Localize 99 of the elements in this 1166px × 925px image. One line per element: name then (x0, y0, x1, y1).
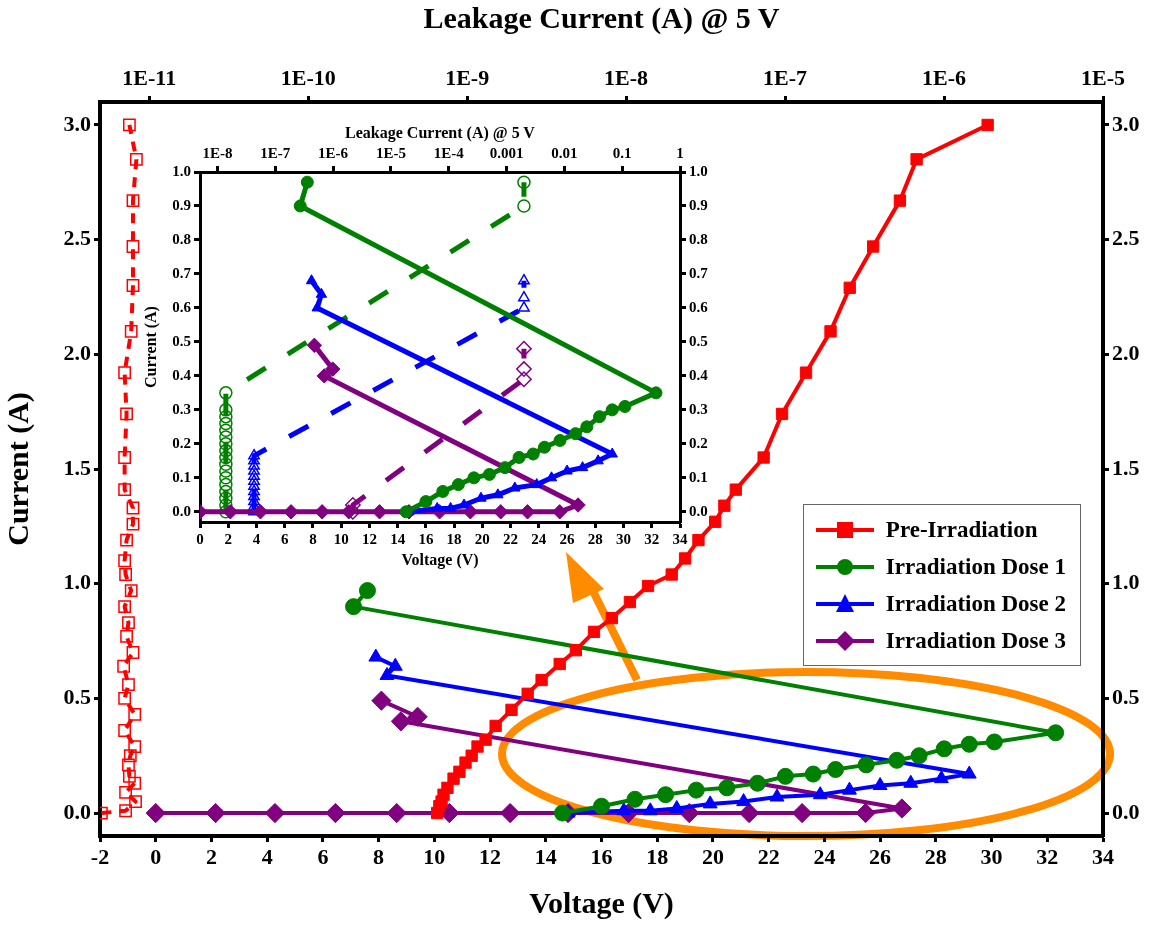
x-tick-label: 0 (150, 843, 162, 869)
x2-tick-label: 1E-5 (1081, 65, 1125, 91)
y2-tick-label: 0.9 (689, 196, 708, 213)
x-tick-label: 4 (261, 843, 273, 869)
x2-tick-label: 1E-11 (122, 65, 177, 91)
x-tick-label: 20 (701, 843, 724, 869)
x-tick-label: 14 (534, 843, 557, 869)
x-tick-label: 22 (503, 530, 519, 547)
y-tick-label: 0.1 (172, 468, 191, 485)
x2-tick-label: 1E-9 (445, 65, 490, 91)
y2-tick-label: 2.5 (1112, 225, 1140, 251)
x-tick-label: 34 (672, 530, 688, 547)
x2-tick-label: 1E-7 (260, 144, 291, 161)
y-tick-label: 0.9 (172, 196, 191, 213)
x-tick-label: 16 (418, 530, 434, 547)
x2-tick-label: 1E-7 (763, 65, 808, 91)
x-tick-label: 2 (224, 530, 232, 547)
y2-tick-label: 0.5 (689, 332, 708, 349)
y-tick-label: 0.4 (172, 366, 192, 383)
x2-tick-label: 1E-8 (604, 65, 649, 91)
y2-tick-label: 2.0 (1112, 340, 1140, 365)
y-tick-label: 1.0 (172, 162, 191, 179)
x-tick-label: 26 (869, 843, 892, 869)
x2-tick-label: 0.01 (551, 144, 578, 161)
y-tick-label: 0.8 (172, 230, 191, 247)
legend-label: Pre-Irradiation (885, 516, 1038, 543)
y-axis-title: Current (A) (0, 392, 35, 546)
x-axis-title: Voltage (V) (401, 550, 479, 569)
x2-tick-label: 1E-10 (280, 65, 336, 91)
y-tick-label: 3.0 (63, 110, 91, 136)
x2-tick-label: 1E-5 (375, 144, 406, 161)
y2-tick-label: 0.0 (1112, 798, 1140, 824)
y2-tick-label: 0.4 (689, 366, 709, 383)
y-tick-label: 0.6 (172, 298, 192, 315)
y-axis-title: Current (A) (141, 306, 160, 388)
x-tick-label: 28 (924, 843, 947, 869)
x-tick-label: 8 (373, 843, 385, 869)
x2-tick-label: 1E-8 (202, 144, 233, 161)
x-tick-label: 22 (757, 843, 780, 869)
x-tick-label: 32 (644, 530, 660, 547)
x-tick-label: 16 (590, 843, 613, 869)
x-tick-label: 12 (479, 843, 502, 869)
x-tick-label: 8 (309, 530, 317, 547)
y-tick-label: 0.5 (63, 684, 91, 710)
y2-tick-label: 0.8 (689, 230, 708, 247)
x2-tick-label: 0.001 (489, 144, 524, 161)
x-axis-title: Voltage (V) (529, 885, 674, 920)
x2-tick-label: 1E-6 (318, 144, 349, 161)
x-tick-label: 18 (446, 530, 462, 547)
x-tick-label: 6 (317, 843, 329, 869)
y-tick-label: 0.0 (172, 502, 191, 519)
y-tick-label: 1.5 (63, 454, 91, 480)
x-tick-label: 34 (1092, 843, 1114, 869)
y-tick-label: 0.7 (172, 264, 192, 281)
y2-tick-label: 0.2 (689, 434, 708, 451)
y2-tick-label: 3.0 (1112, 110, 1140, 136)
x2-tick-label: 1 (676, 144, 684, 161)
x-tick-label: 20 (474, 530, 490, 547)
x2-tick-label: 1E-6 (922, 65, 967, 91)
legend-label: Irradiation Dose 3 (885, 627, 1066, 654)
x2-axis-title: Leakage Current (A) @ 5 V (423, 0, 780, 35)
x-tick-label: 28 (587, 530, 603, 547)
y-tick-label: 0.0 (63, 798, 91, 824)
x-tick-label: 0 (196, 530, 204, 547)
legend-label: Irradiation Dose 1 (885, 553, 1066, 580)
x-tick-label: 26 (559, 530, 576, 547)
y2-tick-label: 0.6 (689, 298, 709, 315)
x-tick-label: 2 (205, 843, 217, 869)
y-tick-label: 0.2 (172, 434, 191, 451)
y2-tick-label: 0.0 (689, 502, 708, 519)
x2-tick-label: 0.1 (612, 144, 632, 161)
x-tick-label: 30 (980, 843, 1003, 869)
y-tick-label: 1.0 (63, 569, 91, 595)
y2-tick-label: 0.7 (689, 264, 709, 281)
y-tick-label: 2.5 (63, 225, 91, 251)
y-tick-label: 0.5 (172, 332, 191, 349)
x-tick-label: 10 (423, 843, 446, 869)
x2-axis-title: Leakage Current (A) @ 5 V (345, 123, 536, 142)
x-tick-label: 14 (390, 530, 406, 547)
y2-tick-label: 1.0 (689, 162, 708, 179)
y2-tick-label: 0.5 (1112, 684, 1140, 710)
x-tick-label: 18 (646, 843, 669, 869)
x-tick-label: 24 (813, 843, 836, 869)
legend-label: Irradiation Dose 2 (885, 590, 1066, 617)
x-tick-label: 32 (1036, 843, 1059, 869)
x-tick-label: 10 (333, 530, 349, 547)
x-tick-label: 30 (616, 530, 632, 547)
y2-tick-label: 0.3 (689, 400, 708, 417)
y-tick-label: 0.3 (172, 400, 191, 417)
x-tick-label: 6 (280, 530, 289, 547)
x-tick-label: 12 (361, 530, 377, 547)
y2-tick-label: 1.0 (1112, 569, 1140, 595)
x-tick-label: 4 (252, 530, 261, 547)
y2-tick-label: 0.1 (689, 468, 708, 485)
x-tick-label: -2 (90, 843, 110, 869)
x-tick-label: 24 (531, 530, 547, 547)
y-tick-label: 2.0 (63, 340, 91, 365)
x2-tick-label: 1E-4 (433, 144, 465, 161)
y2-tick-label: 1.5 (1112, 454, 1140, 480)
